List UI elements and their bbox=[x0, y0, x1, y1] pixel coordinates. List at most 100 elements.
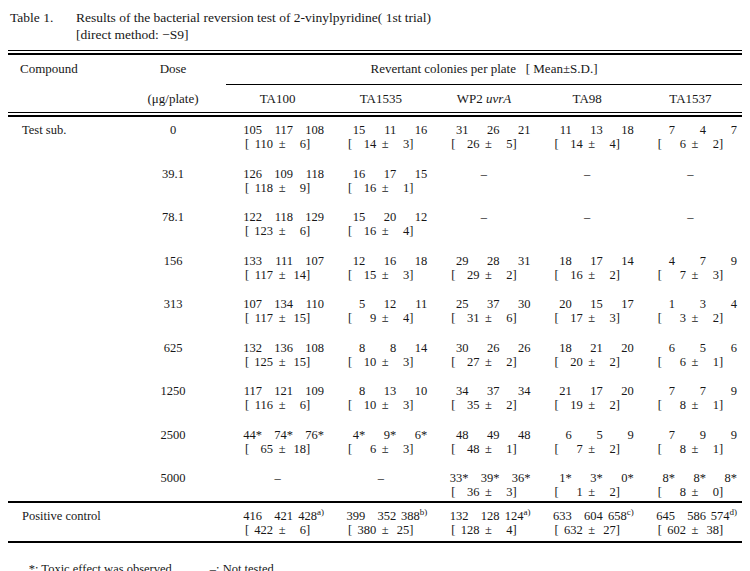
dose-value: 2500 bbox=[120, 428, 226, 456]
plate-count-value: 128 bbox=[468, 509, 499, 523]
plate-counts: 8*8*8* bbox=[639, 471, 742, 485]
plus-minus-sign: ± bbox=[583, 442, 601, 456]
mean-value: 117 bbox=[249, 268, 273, 282]
strain-result-cell: 633604658c)[632±27] bbox=[536, 509, 639, 537]
plus-minus-sign: ± bbox=[273, 355, 291, 369]
mean-value: 6 bbox=[662, 137, 686, 151]
strain-result-cell: 4*9*6*[6±3] bbox=[329, 428, 432, 456]
dose-row-2500: 250044*74*76*[65±18]4*9*6*[6±3]484948[48… bbox=[8, 428, 742, 456]
strain-result-cell: 107134110[117±15] bbox=[226, 297, 329, 325]
mean-value: 116 bbox=[249, 398, 273, 412]
mean-value: 19 bbox=[559, 398, 583, 412]
plate-count-value: 29 bbox=[437, 254, 468, 268]
plate-counts: 152012 bbox=[329, 210, 432, 224]
column-header-compound: Compound bbox=[8, 61, 120, 77]
plate-count-value: 5 bbox=[675, 341, 706, 355]
dose-value: 39.1 bbox=[120, 167, 226, 195]
mean-sd-line: [9±4] bbox=[329, 311, 432, 325]
sd-value: 2 bbox=[601, 442, 616, 456]
plate-count-value: 132 bbox=[231, 341, 262, 355]
dose-value bbox=[120, 509, 226, 537]
plate-count-value: 21 bbox=[572, 341, 603, 355]
strain-result-cell: 81310[10±3] bbox=[329, 384, 432, 412]
table-title-line1: Results of the bacterial reversion test … bbox=[76, 10, 431, 27]
sd-value: 4 bbox=[601, 137, 616, 151]
mean-value: 125 bbox=[249, 355, 273, 369]
plate-count-value: 3* bbox=[572, 471, 603, 485]
plate-count-value: 416 bbox=[231, 509, 262, 523]
plate-count-value: 20 bbox=[365, 210, 396, 224]
plus-minus-sign: ± bbox=[273, 523, 291, 537]
plate-count-value: 1* bbox=[541, 471, 572, 485]
plate-count-value: 74* bbox=[262, 428, 293, 442]
column-header-strain-ta1537: TA1537 bbox=[639, 91, 742, 107]
mean-value: 26 bbox=[455, 137, 479, 151]
plate-count-value: 9 bbox=[706, 254, 737, 268]
dash-value: – bbox=[329, 471, 432, 485]
mean-sd-line: [6±2] bbox=[639, 137, 742, 151]
plate-count-value: 15 bbox=[396, 167, 427, 181]
plate-count-value: 30 bbox=[499, 297, 530, 311]
plate-counts: 253730 bbox=[432, 297, 535, 311]
mean-sd-line: [20±2] bbox=[536, 355, 639, 369]
plate-count-value: 13 bbox=[572, 123, 603, 137]
dose-value: 313 bbox=[120, 297, 226, 325]
plate-count-value: 1 bbox=[644, 297, 675, 311]
mean-sd-line: [26±5] bbox=[432, 137, 535, 151]
sd-value: 3 bbox=[394, 398, 409, 412]
plus-minus-sign: ± bbox=[686, 268, 704, 282]
column-header-revertant-span: Revertant colonies per plate [ Mean±S.D.… bbox=[226, 61, 742, 77]
dose-row-78.1: 78.1122118129[123±6]152012[16±4]––– bbox=[8, 210, 742, 238]
span-underline-rule bbox=[226, 77, 742, 85]
plate-count-value: 7 bbox=[675, 254, 706, 268]
plate-counts: 132128124a) bbox=[432, 509, 535, 523]
compound-label: Positive control bbox=[8, 509, 120, 537]
mean-sd-line: [7±2] bbox=[536, 442, 639, 456]
plate-count-value: 133 bbox=[231, 254, 262, 268]
plate-counts: 343734 bbox=[432, 384, 535, 398]
dash-value: – bbox=[639, 167, 742, 181]
mean-sd-line: [1±2] bbox=[536, 485, 639, 499]
sd-value: 2 bbox=[497, 355, 512, 369]
plate-count-value: 136 bbox=[262, 341, 293, 355]
mean-sd-line: [14±4] bbox=[536, 137, 639, 151]
plate-count-value: 12 bbox=[365, 297, 396, 311]
dose-value: 0 bbox=[120, 123, 226, 151]
mean-sd-line: [632±27] bbox=[536, 523, 639, 537]
strain-result-cell: 151116[14±3] bbox=[329, 123, 432, 151]
sd-value: 2 bbox=[497, 398, 512, 412]
mean-value: 6 bbox=[352, 442, 376, 456]
plate-count-value: 6 bbox=[541, 428, 572, 442]
footnote-marker: d) bbox=[729, 507, 737, 517]
plus-minus-sign: ± bbox=[479, 268, 497, 282]
strain-result-cell: 343734[35±2] bbox=[432, 384, 535, 412]
strain-result-cell: 253730[31±6] bbox=[432, 297, 535, 325]
plate-count-value: 124a) bbox=[499, 509, 530, 523]
plate-count-value: 31 bbox=[437, 123, 468, 137]
plate-count-value: 121 bbox=[262, 384, 293, 398]
plate-count-value: 25 bbox=[437, 297, 468, 311]
plus-minus-sign: ± bbox=[686, 442, 704, 456]
plate-count-value: 7 bbox=[644, 123, 675, 137]
table-body: Test sub.0105117108[110±6]151116[14±3]31… bbox=[8, 123, 742, 499]
plate-count-value: 109 bbox=[293, 384, 324, 398]
mean-sd-line: [16±1] bbox=[329, 181, 432, 195]
not-tested-dash: – bbox=[639, 167, 742, 195]
plate-counts: 799 bbox=[639, 428, 742, 442]
plate-count-value: 17 bbox=[572, 254, 603, 268]
plate-counts: 122118129 bbox=[226, 210, 329, 224]
mean-sd-line: [15±3] bbox=[329, 268, 432, 282]
dose-row-39.1: 39.1126109118[118±9]161715[16±1]––– bbox=[8, 167, 742, 195]
plate-count-value: 21 bbox=[541, 384, 572, 398]
plate-count-value: 26 bbox=[468, 341, 499, 355]
plate-counts: 211720 bbox=[536, 384, 639, 398]
sd-value: 9 bbox=[291, 181, 306, 195]
not-tested-dash: – bbox=[329, 471, 432, 499]
plate-counts: 33*39*36* bbox=[432, 471, 535, 485]
mean-sd-line: [48±1] bbox=[432, 442, 535, 456]
mean-value: 3 bbox=[662, 311, 686, 325]
plate-counts: 105117108 bbox=[226, 123, 329, 137]
plate-count-value: 388b) bbox=[396, 509, 427, 523]
column-header-strain-ta1535: TA1535 bbox=[329, 91, 432, 107]
compound-label bbox=[8, 254, 120, 282]
